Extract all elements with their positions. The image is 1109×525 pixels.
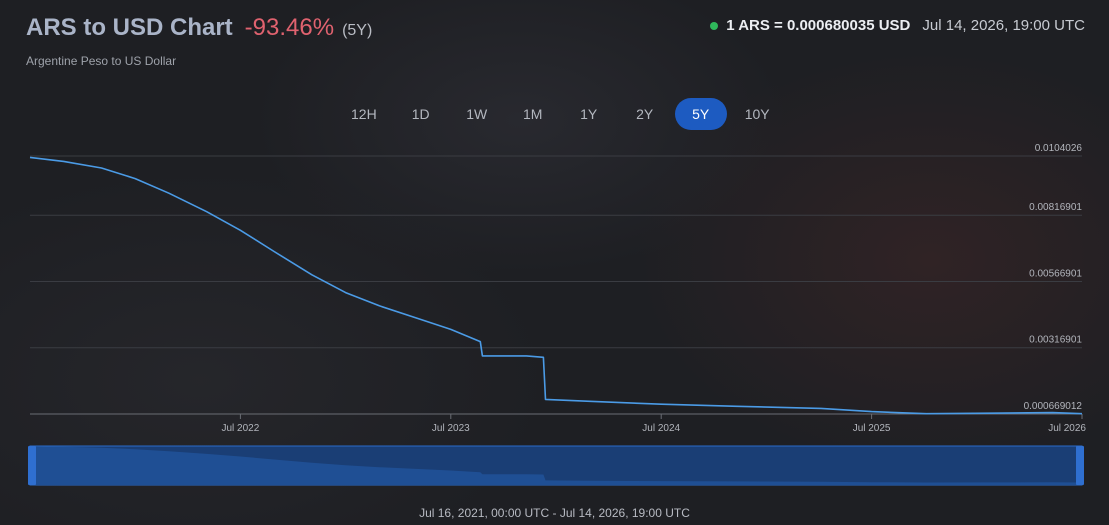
subtitle: Argentine Peso to US Dollar: [26, 54, 177, 68]
tab-1w[interactable]: 1W: [466, 106, 488, 122]
x-tick-label: Jul 2024: [642, 423, 680, 434]
time-range-tabs: 12H 1D 1W 1M 1Y 2Y 5Y 10Y: [337, 98, 788, 130]
y-tick-label: 0.00316901: [1029, 335, 1082, 346]
y-tick-label: 0.0104026: [1035, 143, 1083, 154]
date-range-label: Jul 16, 2021, 00:00 UTC - Jul 14, 2026, …: [419, 506, 690, 520]
series-line: [29, 156, 1083, 415]
x-tick-label: Jul 2023: [432, 423, 470, 434]
period-label: (5Y): [342, 22, 373, 39]
tab-1m[interactable]: 1M: [522, 106, 543, 122]
x-tick-label: Jul 2026: [1048, 423, 1086, 434]
navigator-area: [30, 446, 1082, 485]
y-tick-label: 0.000669012: [1024, 401, 1083, 412]
tab-1d[interactable]: 1D: [411, 106, 430, 122]
rate-value: 1 ARS = 0.000680035 USD: [726, 17, 911, 34]
x-tick-label: Jul 2025: [853, 423, 891, 434]
navigator-left-handle[interactable]: [28, 446, 36, 485]
tab-2y[interactable]: 2Y: [636, 106, 654, 122]
rate-timestamp: Jul 14, 2026, 19:00 UTC: [922, 17, 1085, 34]
live-dot-icon: [710, 21, 719, 30]
tab-12h[interactable]: 12H: [351, 106, 377, 122]
page-title: ARS to USD Chart: [26, 14, 233, 41]
y-tick-label: 0.00566901: [1029, 268, 1082, 279]
current-rate: 1 ARS = 0.000680035 USD Jul 14, 2026, 19…: [710, 17, 1085, 34]
change-percent: -93.46%: [244, 14, 335, 41]
x-tick-label: Jul 2022: [221, 423, 259, 434]
tab-1y[interactable]: 1Y: [580, 106, 598, 122]
tab-10y[interactable]: 10Y: [744, 106, 770, 122]
tab-5y[interactable]: 5Y: [674, 98, 727, 130]
navigator-right-handle[interactable]: [1076, 446, 1084, 485]
y-tick-label: 0.00816901: [1029, 202, 1082, 213]
title-row: ARS to USD Chart -93.46% (5Y): [26, 14, 372, 42]
